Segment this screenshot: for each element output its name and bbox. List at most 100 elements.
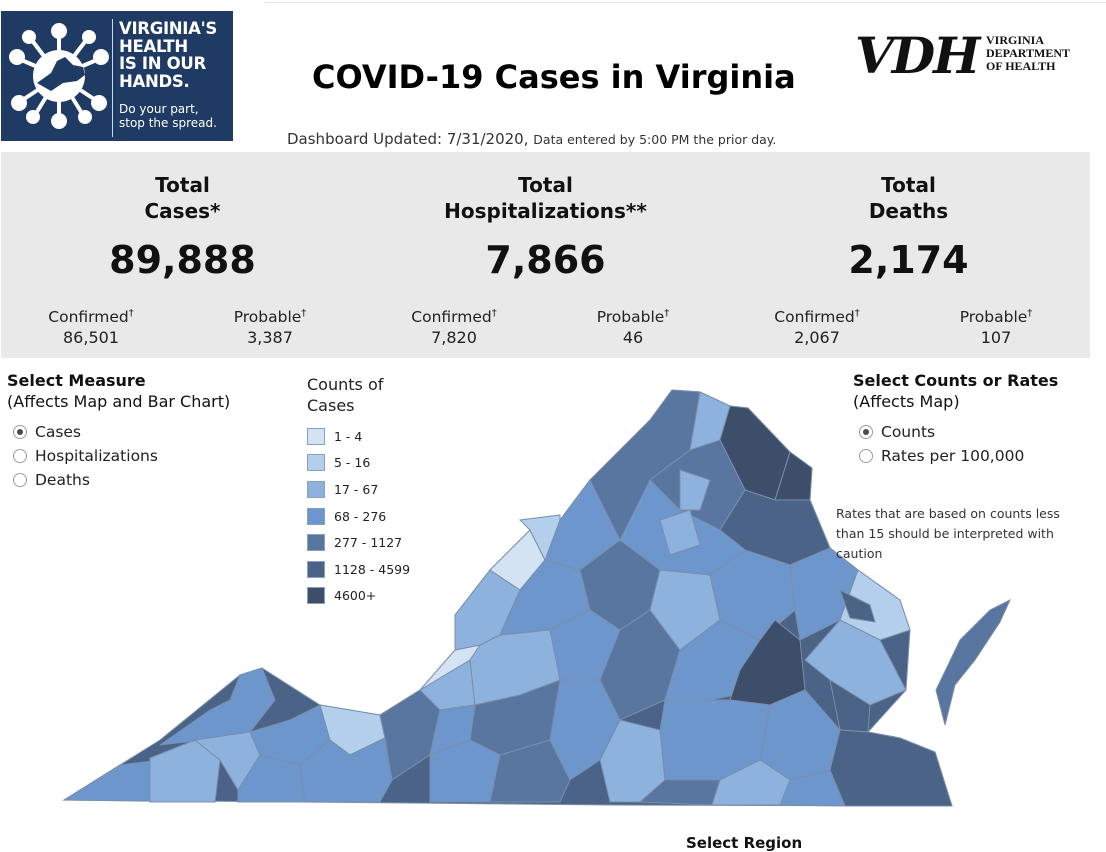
legend-swatch [307, 480, 325, 498]
measure-radio-group: Cases Hospitalizations Deaths [13, 420, 158, 492]
probable-block: Probable† 3,387 [190, 308, 350, 347]
dashboard-updated: Dashboard Updated: 7/31/2020, Data enter… [287, 130, 776, 148]
stat-title-line: Cases* [144, 199, 221, 223]
legend-item[interactable]: 1128 - 4599 [307, 556, 410, 583]
rate-radio-group: Counts Rates per 100,000 [859, 420, 1024, 468]
legend-item[interactable]: 68 - 276 [307, 503, 410, 530]
virus-icon [9, 23, 109, 129]
county-region[interactable] [839, 569, 911, 641]
probable-value: 46 [622, 328, 644, 347]
measure-filter-heading: Select Measure [7, 371, 146, 390]
legend-swatch [307, 534, 325, 552]
legend-item[interactable]: 4600+ [307, 583, 410, 610]
radio-selected-icon[interactable] [859, 425, 873, 439]
dagger-mark: † [491, 308, 497, 319]
confirmed-value: 2,067 [794, 328, 840, 347]
subline: Do your part, [119, 102, 199, 116]
county-region[interactable] [711, 759, 791, 806]
stat-title: Total Hospitalizations** [364, 172, 727, 224]
campaign-subline: Do your part, stop the spread. [119, 102, 231, 130]
legend-swatch [307, 560, 325, 578]
county-region[interactable] [679, 469, 711, 511]
legend-item[interactable]: 277 - 1127 [307, 529, 410, 556]
stat-title: Total Cases* [1, 172, 364, 224]
rate-filter-subtitle: (Affects Map) [853, 392, 960, 411]
county-region[interactable] [935, 598, 1012, 726]
radio-label: Cases [35, 423, 82, 441]
legend-label: 1 - 4 [334, 428, 363, 444]
campaign-headline: VIRGINIA'S HEALTH IS IN OUR HANDS. [119, 20, 231, 90]
radio-hospitalizations[interactable]: Hospitalizations [13, 444, 158, 468]
dagger-mark: † [1027, 308, 1033, 319]
headline-line: HEALTH [119, 36, 188, 56]
dagger-mark: † [854, 308, 860, 319]
vdh-name: VIRGINIA DEPARTMENT OF HEALTH [986, 34, 1070, 73]
stat-value: 7,866 [485, 238, 606, 282]
map-legend: Counts of Cases 1 - 4 5 - 16 17 - 67 68 - 2… [307, 374, 410, 609]
legend-label: 17 - 67 [334, 481, 379, 497]
radio-label: Hospitalizations [35, 447, 158, 465]
vdh-name-line: OF HEALTH [986, 59, 1056, 73]
probable-label: Probable [959, 308, 1028, 326]
county-region[interactable] [839, 588, 876, 623]
radio-label: Deaths [35, 471, 90, 489]
legend-items: 1 - 4 5 - 16 17 - 67 68 - 276 277 - 1127 1128… [307, 423, 410, 609]
confirmed-label: Confirmed [411, 308, 492, 326]
radio-icon[interactable] [13, 473, 27, 487]
probable-label: Probable [233, 308, 302, 326]
total-deaths-card: Total Deaths 2,174 Confirmed† 2,067 Prob… [727, 152, 1090, 358]
radio-icon[interactable] [13, 449, 27, 463]
confirmed-value: 86,501 [63, 328, 119, 347]
measure-filter-title: Select Measure (Affects Map and Bar Char… [7, 370, 230, 412]
measure-filter-subtitle: (Affects Map and Bar Chart) [7, 392, 231, 411]
legend-swatch [307, 427, 325, 445]
probable-label: Probable [596, 308, 665, 326]
stat-title-line: Total [155, 173, 210, 197]
dashboard-title: COVID-19 Cases in Virginia [312, 58, 796, 96]
radio-deaths[interactable]: Deaths [13, 468, 158, 492]
region-filter-title: Select Region [686, 834, 803, 852]
probable-value: 107 [980, 328, 1012, 347]
total-hospitalizations-card: Total Hospitalizations** 7,866 Confirmed… [364, 152, 727, 358]
radio-counts[interactable]: Counts [859, 420, 1024, 444]
legend-label: 5 - 16 [334, 455, 371, 471]
headline-line: VIRGINIA'S [119, 19, 217, 38]
radio-rates-per-100000[interactable]: Rates per 100,000 [859, 444, 1024, 468]
stat-title-line: Total [881, 173, 936, 197]
legend-item[interactable]: 1 - 4 [307, 423, 410, 450]
subline: stop the spread. [119, 116, 217, 130]
confirmed-block: Confirmed† 86,501 [11, 308, 171, 347]
legend-item[interactable]: 17 - 67 [307, 476, 410, 503]
legend-swatch [307, 454, 325, 472]
stat-value: 2,174 [848, 238, 969, 282]
stat-value: 89,888 [109, 238, 256, 282]
stats-panel: Total Cases* 89,888 Confirmed† 86,501 Pr… [1, 152, 1090, 358]
county-region[interactable] [149, 739, 221, 803]
confirmed-label: Confirmed [48, 308, 129, 326]
legend-title-line: Cases [307, 396, 355, 415]
confirmed-block: Confirmed† 7,820 [374, 308, 534, 347]
radio-selected-icon[interactable] [13, 425, 27, 439]
dagger-mark: † [128, 308, 134, 319]
stat-title: Total Deaths [727, 172, 1090, 224]
rate-filter-heading: Select Counts or Rates [853, 371, 1059, 390]
legend-label: 277 - 1127 [334, 535, 403, 551]
legend-item[interactable]: 5 - 16 [307, 450, 410, 477]
updated-note: Data entered by 5:00 PM the prior day. [533, 132, 777, 147]
radio-label: Rates per 100,000 [881, 447, 1025, 465]
legend-label: 68 - 276 [334, 508, 387, 524]
vdh-name-line: DEPARTMENT [986, 46, 1071, 60]
probable-block: Probable† 107 [916, 308, 1076, 347]
legend-title: Counts of Cases [307, 374, 410, 416]
radio-icon[interactable] [859, 449, 873, 463]
legend-swatch [307, 507, 325, 525]
legend-label: 4600+ [334, 588, 377, 604]
radio-cases[interactable]: Cases [13, 420, 158, 444]
county-region[interactable] [829, 729, 953, 807]
vdh-logo: VDH VIRGINIA DEPARTMENT OF HEALTH [855, 26, 1085, 85]
headline-line: HANDS. [119, 71, 190, 91]
county-region[interactable] [659, 509, 701, 556]
virginia-county-map[interactable] [0, 360, 1106, 820]
probable-block: Probable† 46 [553, 308, 713, 347]
top-tab-strip [265, 0, 1106, 3]
